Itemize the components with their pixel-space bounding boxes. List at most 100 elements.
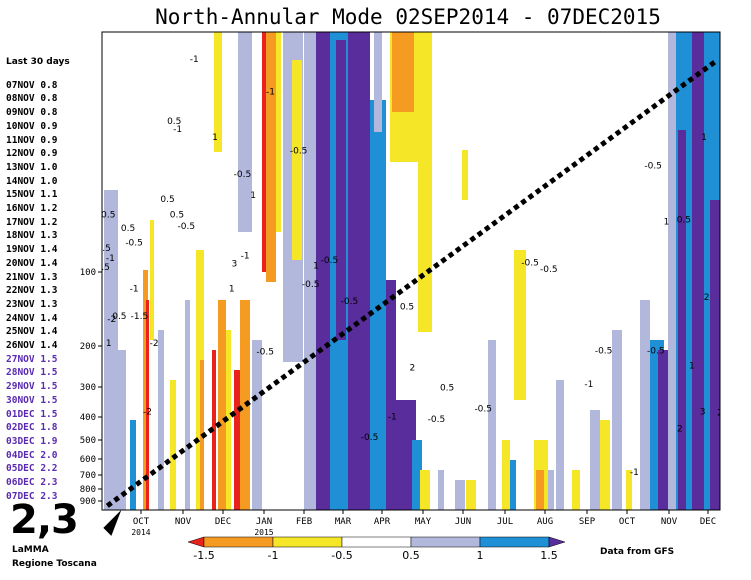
row-date: 04DEC <box>6 449 41 461</box>
contour-label-42: -0.5 <box>644 162 662 172</box>
row-date: 03DEC <box>6 435 41 447</box>
row-date: 06DEC <box>6 477 41 489</box>
nam-shaded-band-63 <box>710 200 720 510</box>
x-tick-label-12: OCT <box>619 517 636 527</box>
row-value: 0.8 <box>40 79 58 91</box>
trend-arrow-head <box>103 509 122 536</box>
nam-shaded-band-15 <box>240 300 250 510</box>
nam-shaded-band-7 <box>170 380 176 510</box>
last-30-days-row: 11NOV 0.9 <box>6 134 76 148</box>
row-value: 1.5 <box>40 367 58 379</box>
contour-label-14: -1 <box>173 125 182 135</box>
x-year-label-0: 2014 <box>131 528 150 537</box>
contour-label-36: -0.5 <box>361 433 379 443</box>
row-date: 14NOV <box>6 175 41 187</box>
nam-shaded-band-1 <box>118 350 126 510</box>
row-value: 1.4 <box>40 326 58 338</box>
y-tick-label-4: 500 <box>80 436 96 446</box>
x-tick-label-10: AUG <box>537 517 553 527</box>
y-tick-label-1: 200 <box>80 342 96 352</box>
nam-shaded-band-49 <box>556 380 564 510</box>
row-value: 1.1 <box>40 189 58 201</box>
nam-shaded-band-52 <box>600 420 610 510</box>
row-value: 1.5 <box>40 394 58 406</box>
row-date: 15NOV <box>6 189 41 201</box>
row-date: 27NOV <box>6 353 41 365</box>
contour-label-35: -1 <box>388 413 397 423</box>
nam-shaded-band-3 <box>143 270 148 510</box>
contour-label-17: -0.5 <box>177 222 195 232</box>
row-value: 1.4 <box>40 244 58 256</box>
last-30-days-row: 10NOV 0.9 <box>6 120 76 134</box>
credit-block: LaMMA Regione Toscana <box>12 543 97 571</box>
colorbar-segment-0 <box>187 536 205 548</box>
nam-shaded-band-12 <box>218 300 226 510</box>
row-date: 29NOV <box>6 381 41 393</box>
row-date: 09NOV <box>6 107 41 119</box>
colorbar-segment-1 <box>203 536 274 548</box>
nam-shaded-band-43 <box>502 440 510 510</box>
x-tick-label-8: JUN <box>455 517 471 527</box>
nam-shaded-band-38 <box>438 470 444 510</box>
last-30-days-row: 28NOV 1.5 <box>6 366 76 380</box>
row-date: 07DEC <box>6 490 41 502</box>
row-date: 01DEC <box>6 408 41 420</box>
nam-shaded-band-34 <box>418 32 432 332</box>
contour-label-19: 1 <box>212 133 218 143</box>
contour-label-7: 0.5 <box>121 224 135 234</box>
row-value: 1.3 <box>40 230 58 242</box>
last-30-days-row: 19NOV 1.4 <box>6 243 76 257</box>
x-tick-label-7: MAY <box>415 517 432 527</box>
row-date: 16NOV <box>6 203 41 215</box>
contour-label-50: -0.5 <box>595 346 613 356</box>
last-30-days-row: 07DEC 2.3 <box>6 490 76 504</box>
contour-label-20: -0.5 <box>234 170 252 180</box>
colorbar-label-3: 0.5 <box>402 549 420 562</box>
row-value: 0.8 <box>40 107 58 119</box>
row-value: 1.4 <box>40 257 58 269</box>
last-30-days-row: 27NOV 1.5 <box>6 353 76 367</box>
row-value: 1.9 <box>40 435 58 447</box>
contour-label-23: -0.5 <box>290 147 308 157</box>
contour-label-46: 3 <box>700 407 706 417</box>
nam-shaded-band-50 <box>572 470 580 510</box>
contour-label-2: -0.5 <box>98 210 116 220</box>
contour-label-25: -0.5 <box>256 348 274 358</box>
nam-shaded-band-54 <box>626 470 632 510</box>
y-tick-label-6: 700 <box>80 471 96 481</box>
last-30-days-row: 20NOV 1.4 <box>6 257 76 271</box>
row-date: 07NOV <box>6 79 41 91</box>
last-30-days-row: 16NOV 1.2 <box>6 202 76 216</box>
x-tick-label-4: FEB <box>296 517 312 527</box>
last-30-days-row: 02DEC 1.8 <box>6 421 76 435</box>
row-value: 2.2 <box>40 463 58 475</box>
last-30-days-header: Last 30 days <box>6 57 70 67</box>
credit-lamma: LaMMA <box>12 545 49 555</box>
row-value: 1.4 <box>40 312 58 324</box>
nam-shaded-band-8 <box>185 300 190 510</box>
contour-label-26: 1 <box>229 284 235 294</box>
contour-label-30: -0.5 <box>321 256 339 266</box>
contour-label-3: -1 <box>106 254 115 264</box>
contour-label-52: -1 <box>630 468 639 478</box>
contour-label-4: -2 <box>107 315 116 325</box>
row-date: 22NOV <box>6 285 41 297</box>
nam-shaded-band-36 <box>412 440 422 510</box>
colorbar-segment-5 <box>479 536 550 548</box>
row-value: 1.8 <box>40 422 58 434</box>
contour-label-5: 1 <box>106 339 112 349</box>
contour-label-31: -0.5 <box>341 297 359 307</box>
x-tick-label-11: SEP <box>579 517 596 527</box>
contour-label-15: 0.5 <box>160 195 174 205</box>
row-value: 0.9 <box>40 120 58 132</box>
row-date: 26NOV <box>6 340 41 352</box>
colorbar-segment-4 <box>410 536 481 548</box>
chart-title: North-Annular Mode 02SEP2014 - 07DEC2015 <box>155 5 661 29</box>
contour-label-48: 2 <box>677 424 683 434</box>
last-30-days-row: 18NOV 1.3 <box>6 229 76 243</box>
nam-shaded-band-17 <box>214 32 222 152</box>
last-30-days-row: 08NOV 0.8 <box>6 92 76 106</box>
contour-label-37: -0.5 <box>428 415 446 425</box>
row-date: 12NOV <box>6 148 41 160</box>
